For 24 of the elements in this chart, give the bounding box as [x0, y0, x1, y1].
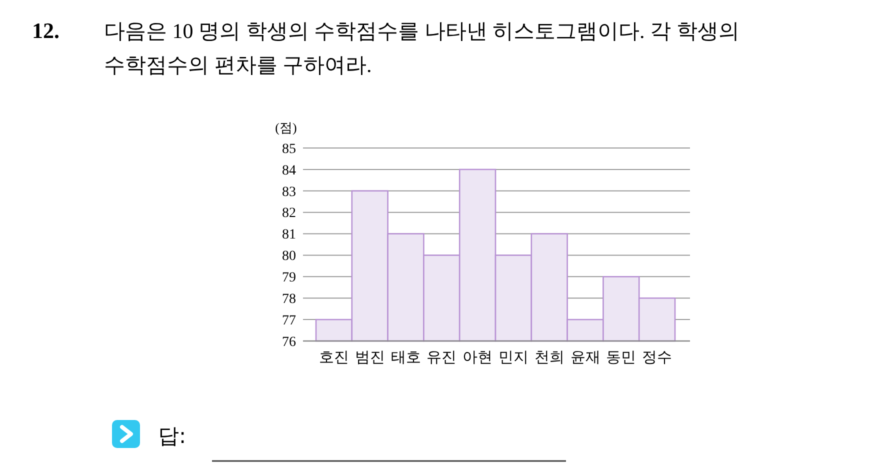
y-tick-label: 84	[282, 163, 296, 178]
x-tick-label: 윤재	[570, 350, 600, 366]
y-tick-label: 85	[282, 142, 296, 157]
x-tick-label: 정수	[642, 350, 672, 366]
y-tick-label: 78	[282, 292, 296, 308]
y-tick-label: 79	[282, 270, 296, 286]
y-axis-title: (점)	[275, 120, 297, 135]
y-tick-label: 77	[282, 313, 296, 328]
text: 12.	[32, 18, 60, 43]
x-tick-label: 민지	[498, 350, 528, 366]
x-tick-label: 아현	[462, 350, 493, 366]
x-tick-label: 유진	[426, 350, 457, 366]
x-tick-label: 범진	[354, 350, 385, 366]
text: 답:	[158, 424, 186, 448]
chart-title: 다음은 10 명의 학생의 수학점수를 나타낸 히스토그램이다. 각 학생의 수학점수의 편차를 구하여라.	[104, 19, 740, 77]
y-tick-label: 76	[282, 334, 296, 350]
x-tick-label: 천희	[534, 350, 564, 366]
x-tick-label: 동민	[606, 350, 636, 366]
y-tick-label: 83	[282, 184, 296, 200]
x-tick-label: 호진	[318, 350, 349, 366]
y-tick-label: 81	[282, 228, 296, 243]
x-tick-label: 태호	[390, 350, 421, 366]
y-tick-label: 82	[282, 206, 296, 222]
y-tick-label: 80	[282, 249, 296, 264]
